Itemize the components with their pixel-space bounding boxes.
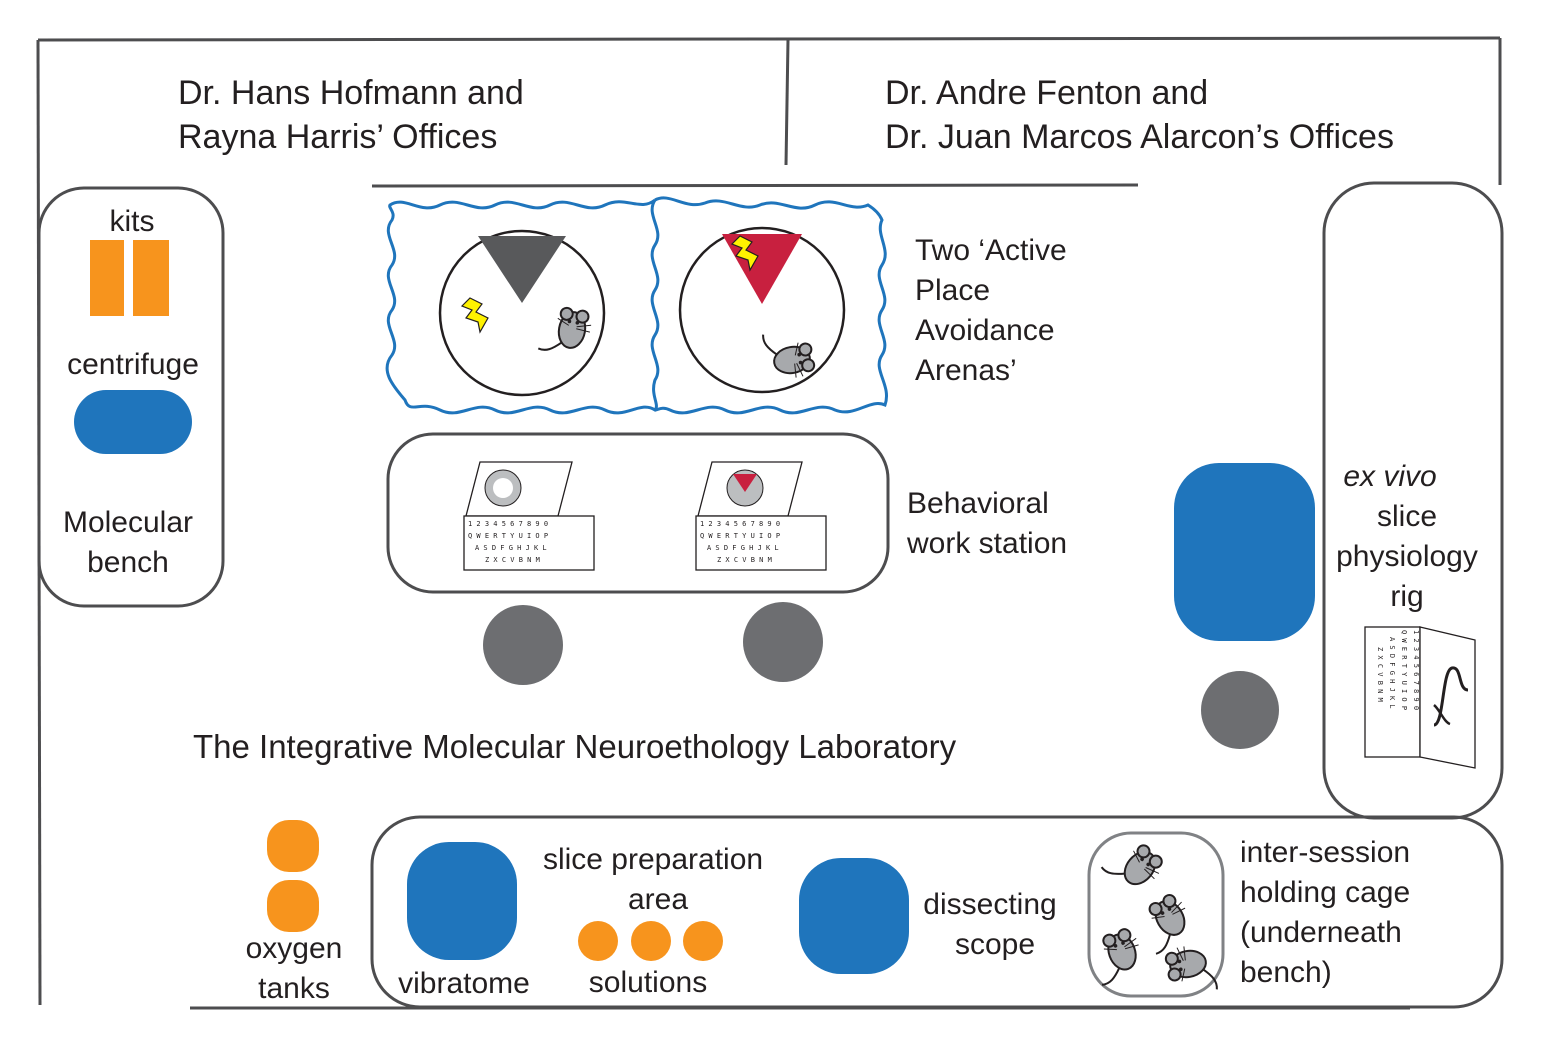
keyboard-row1: 1 2 3 4 5 6 7 8 9 0 [1412, 630, 1420, 710]
monitor-arena-center [493, 478, 513, 498]
waveform-trace [1433, 704, 1451, 726]
arenas-label-line4: Arenas’ [915, 354, 1017, 387]
solution-bottle [631, 921, 671, 961]
keyboard-row2: Q W E R T Y U I O P [700, 532, 780, 540]
behavioral-work-station: 1 2 3 4 5 6 7 8 9 0 Q W E R T Y U I O P … [386, 432, 1067, 685]
centrifuge-label: centrifuge [67, 348, 199, 381]
stool [483, 605, 563, 685]
monitor [1419, 626, 1476, 769]
ephys-label-italic: ex vivo [1343, 460, 1436, 493]
right-office-line1: Dr. Andre Fenton and [885, 74, 1208, 112]
stool [743, 602, 823, 682]
right-office-label: Dr. Andre Fenton and Dr. Juan Marcos Ala… [885, 74, 1394, 156]
keyboard [1364, 626, 1421, 758]
oxygen-label-line1: oxygen [246, 932, 343, 965]
keyboard-row2: Q W E R T Y U I O P [1400, 630, 1408, 710]
cage-label-line2: holding cage [1240, 876, 1410, 909]
molecular-bench: kits centrifuge Molecular bench [37, 186, 225, 608]
slice-prep-label-line1: slice preparation [543, 843, 763, 876]
kit-box [90, 240, 124, 316]
shock-zone-inactive [478, 236, 566, 303]
cage-label-line1: inter-session [1240, 836, 1410, 869]
lab-title: The Integrative Molecular Neuroethology … [193, 728, 957, 765]
left-office-label: Dr. Hans Hofmann and Rayna Harris’ Offic… [178, 74, 524, 156]
slice-physiology-rig: ex vivo slice physiology rig 1 2 3 4 5 6… [1174, 181, 1504, 820]
arena-curtain-right [654, 196, 888, 415]
keyboard-row4: Z X C V B N M [717, 556, 772, 564]
keyboard-row1: 1 2 3 4 5 6 7 8 9 0 [468, 520, 548, 528]
centrifuge [74, 390, 192, 454]
vibratome [407, 842, 517, 960]
scope-label-line1: dissecting [923, 888, 1056, 921]
keyboard-row3: A S D F G H J K L [707, 544, 779, 552]
left-office-line1: Dr. Hans Hofmann and [178, 74, 524, 112]
arenas-label-line3: Avoidance [915, 314, 1055, 347]
left-office-line2: Rayna Harris’ Offices [178, 118, 497, 156]
behavioral-bench-outline [386, 432, 890, 594]
keyboard-row4: Z X C V B N M [485, 556, 540, 564]
solution-bottle [683, 921, 723, 961]
computer-left: 1 2 3 4 5 6 7 8 9 0 Q W E R T Y U I O P … [463, 461, 595, 571]
arenas-label-line2: Place [915, 274, 990, 307]
scope-label-line2: scope [955, 928, 1035, 961]
keyboard [695, 515, 827, 571]
arena-left [438, 229, 606, 397]
keyboard-row2: Q W E R T Y U I O P [468, 532, 548, 540]
oxygen-tanks: oxygen tanks [246, 820, 343, 1005]
arenas-label-line1: Two ‘Active [915, 234, 1067, 267]
computer-right: 1 2 3 4 5 6 7 8 9 0 Q W E R T Y U I O P … [695, 461, 827, 571]
behavior-label-line2: work station [906, 527, 1067, 560]
oxygen-tank [267, 820, 319, 872]
behavior-label-line1: Behavioral [907, 487, 1049, 520]
keyboard-row3: A S D F G H J K L [1388, 637, 1396, 709]
right-office-line2: Dr. Juan Marcos Alarcon’s Offices [885, 118, 1394, 156]
solution-bottle [578, 921, 618, 961]
ephys-label-line2: slice [1377, 500, 1437, 533]
monitor-shock-zone [733, 474, 757, 492]
slice-prep-label-line2: area [628, 883, 688, 916]
vibratome-label: vibratome [398, 967, 530, 1000]
dissecting-scope [799, 858, 909, 974]
keyboard-row3: A S D F G H J K L [475, 544, 547, 552]
ephys-microscope [1174, 463, 1315, 641]
kit-box [133, 240, 169, 316]
cage-label-line3: (underneath [1240, 916, 1402, 949]
molecular-bench-label-line1: Molecular [63, 506, 193, 539]
molecular-bench-label-line2: bench [87, 546, 169, 579]
slice-bench-outline [370, 815, 1504, 1009]
keyboard-row1: 1 2 3 4 5 6 7 8 9 0 [700, 520, 780, 528]
ephys-label-line3: physiology [1336, 540, 1478, 573]
slice-bench: vibratome slice preparation area solutio… [370, 815, 1504, 1009]
ephys-label-line4: rig [1390, 580, 1423, 613]
oxygen-tank [267, 880, 319, 932]
stool [1201, 671, 1279, 749]
molecular-bench-outline [37, 186, 225, 608]
keyboard [463, 515, 595, 571]
solutions-label: solutions [589, 966, 707, 999]
cage-label-line4: bench) [1240, 956, 1332, 989]
keyboard-row4: Z X C V B N M [1376, 647, 1384, 702]
kits-label: kits [110, 205, 155, 238]
oxygen-label-line2: tanks [258, 972, 330, 1005]
ephys-computer: 1 2 3 4 5 6 7 8 9 0 Q W E R T Y U I O P … [1364, 626, 1476, 769]
active-place-avoidance-arenas: Two ‘Active Place Avoidance Arenas’ [385, 196, 1067, 415]
